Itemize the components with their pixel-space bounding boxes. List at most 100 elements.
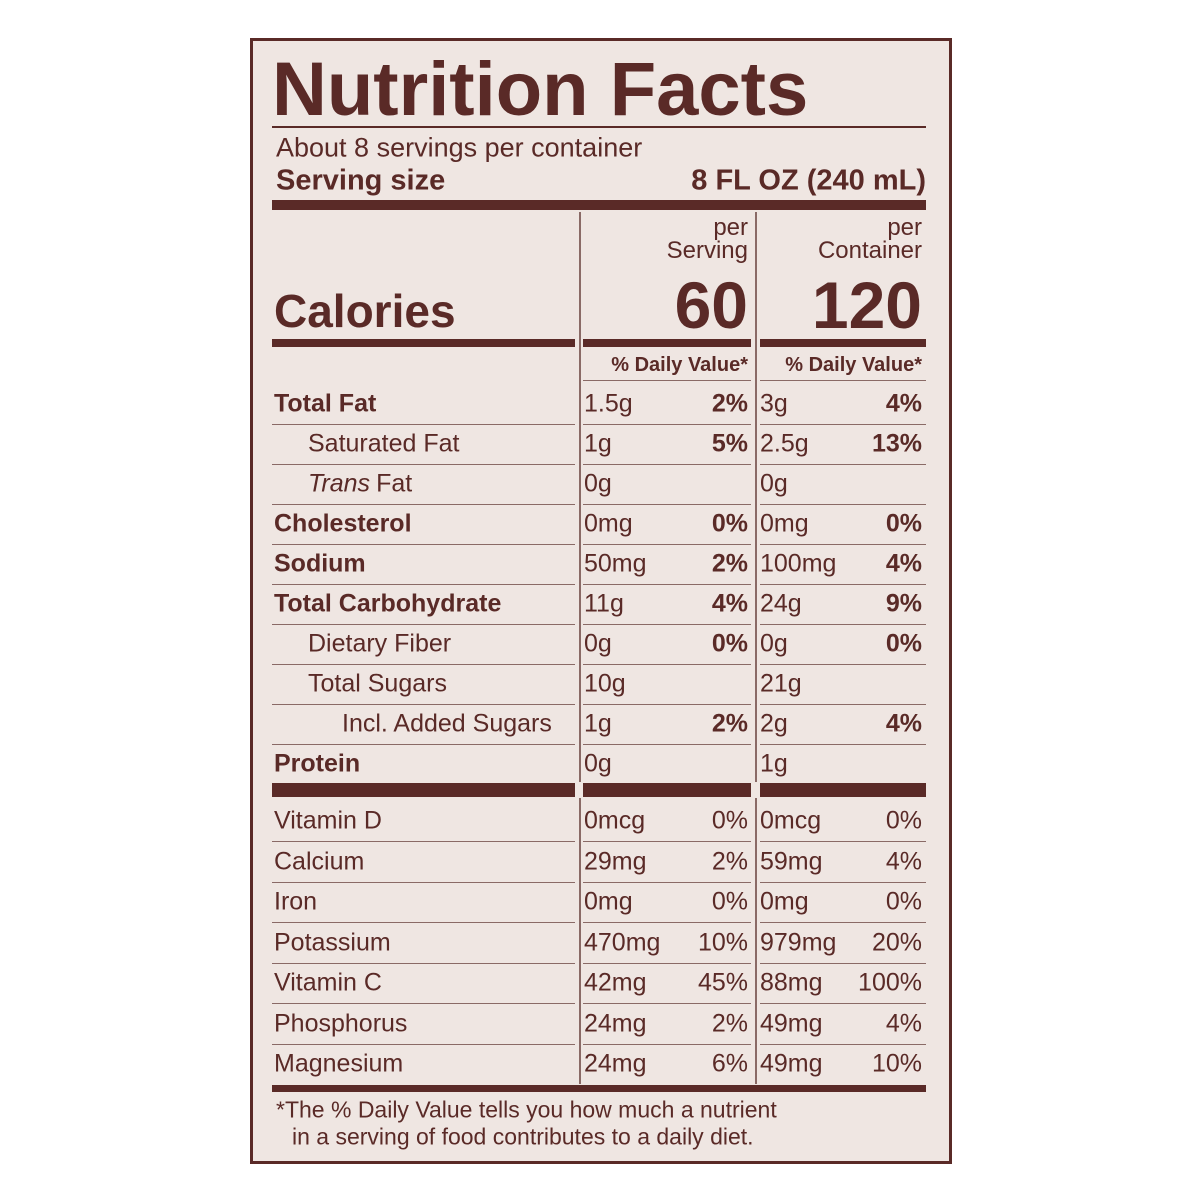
- calories-value: 60: [674, 268, 748, 342]
- nutrient-name: Total Fat: [274, 389, 377, 418]
- amount: 3g: [760, 389, 788, 418]
- divider: [583, 624, 751, 625]
- percent: 13%: [871, 429, 922, 458]
- divider: [583, 962, 751, 964]
- divider: [760, 464, 926, 465]
- amount: 59mg: [760, 847, 823, 875]
- rule: [760, 783, 926, 797]
- amount: 1g: [584, 709, 612, 738]
- amount: 88mg: [760, 968, 823, 997]
- divider: [760, 744, 926, 745]
- percent: 10%: [697, 928, 748, 956]
- percent: 20%: [871, 928, 922, 956]
- nutrient-name: Dietary Fiber: [308, 629, 452, 658]
- percent: 0%: [885, 629, 922, 658]
- divider: [583, 380, 751, 381]
- divider: [272, 664, 575, 665]
- column-per: per: [713, 214, 748, 241]
- divider: [760, 1003, 926, 1005]
- amount: 49mg: [760, 1049, 823, 1078]
- divider: [760, 504, 926, 505]
- percent: 2%: [711, 1009, 748, 1037]
- nutrient-name: Total Sugars: [308, 669, 447, 698]
- divider: [760, 881, 926, 883]
- nutrient-name: Total Carbohydrate: [274, 589, 502, 618]
- rule: [583, 339, 751, 347]
- percent: 2%: [711, 709, 748, 738]
- calories-value: 120: [811, 268, 922, 342]
- amount: 0mcg: [760, 806, 822, 835]
- divider: [760, 544, 926, 545]
- nutrient-name: Calcium: [274, 847, 365, 875]
- divider: [272, 962, 575, 964]
- nutrient-name: Cholesterol: [274, 509, 412, 538]
- column-per: per: [887, 214, 922, 241]
- divider: [272, 922, 575, 924]
- divider: [272, 1043, 575, 1045]
- column-basis: Container: [817, 237, 922, 264]
- daily-value-header: % Daily Value*: [611, 354, 748, 376]
- divider: [583, 841, 751, 843]
- amount: 0g: [760, 629, 788, 658]
- amount: 11g: [584, 589, 624, 618]
- divider: [760, 584, 926, 585]
- divider: [760, 624, 926, 625]
- nutrient-name: Iron: [274, 887, 318, 916]
- divider: [760, 841, 926, 843]
- amount: 2g: [760, 709, 788, 738]
- percent: 4%: [711, 589, 748, 618]
- divider: [272, 544, 575, 545]
- divider: [583, 1003, 751, 1005]
- percent: 4%: [885, 1009, 922, 1037]
- divider: [272, 504, 575, 505]
- divider: [583, 504, 751, 505]
- percent: 0%: [885, 887, 922, 916]
- servings: About 8 servings per container: [276, 132, 643, 163]
- divider: [272, 464, 575, 465]
- amount: 0g: [584, 629, 612, 658]
- percent: 4%: [885, 847, 922, 875]
- amount: 21g: [760, 669, 802, 698]
- percent: 2%: [711, 549, 748, 578]
- title: Nutrition Facts: [272, 47, 809, 132]
- divider: [760, 380, 926, 381]
- rule: [272, 1085, 926, 1092]
- amount: 0g: [760, 469, 788, 498]
- nutrient-name: Saturated Fat: [308, 429, 460, 458]
- serving-size-label: Serving size: [276, 164, 446, 197]
- amount: 979mg: [760, 928, 837, 956]
- divider: [583, 1043, 751, 1045]
- divider: [760, 1043, 926, 1045]
- percent: 0%: [885, 806, 922, 835]
- amount: 2.5g: [760, 429, 809, 458]
- divider: [583, 584, 751, 585]
- divider: [583, 464, 751, 465]
- rule: [272, 339, 575, 347]
- amount: 0mg: [760, 887, 809, 916]
- divider: [272, 624, 575, 625]
- rule: [272, 783, 575, 797]
- divider: [583, 664, 751, 665]
- divider: [583, 424, 751, 425]
- footnote: *The % Daily Value tells you how much a …: [276, 1096, 777, 1123]
- name-italic: Trans: [308, 469, 371, 498]
- nutrient-name: Incl. Added Sugars: [342, 709, 552, 738]
- amount: 24mg: [584, 1009, 647, 1037]
- divider: [583, 922, 751, 924]
- amount: 0g: [584, 749, 612, 778]
- nutrient-name: Trans Fat: [308, 469, 412, 498]
- nutrient-name: Sodium: [274, 549, 366, 578]
- amount: 470mg: [584, 928, 661, 956]
- percent: 0%: [711, 806, 748, 835]
- amount: 100mg: [760, 549, 837, 578]
- nutrition-label: [250, 38, 952, 1164]
- divider: [760, 664, 926, 665]
- percent: 9%: [885, 589, 922, 618]
- divider: [272, 424, 575, 425]
- nutrient-name: Vitamin D: [274, 806, 382, 835]
- percent: 10%: [871, 1049, 922, 1078]
- amount: 50mg: [584, 549, 647, 578]
- percent: 0%: [711, 509, 748, 538]
- rule: [272, 200, 926, 210]
- amount: 1g: [584, 429, 612, 458]
